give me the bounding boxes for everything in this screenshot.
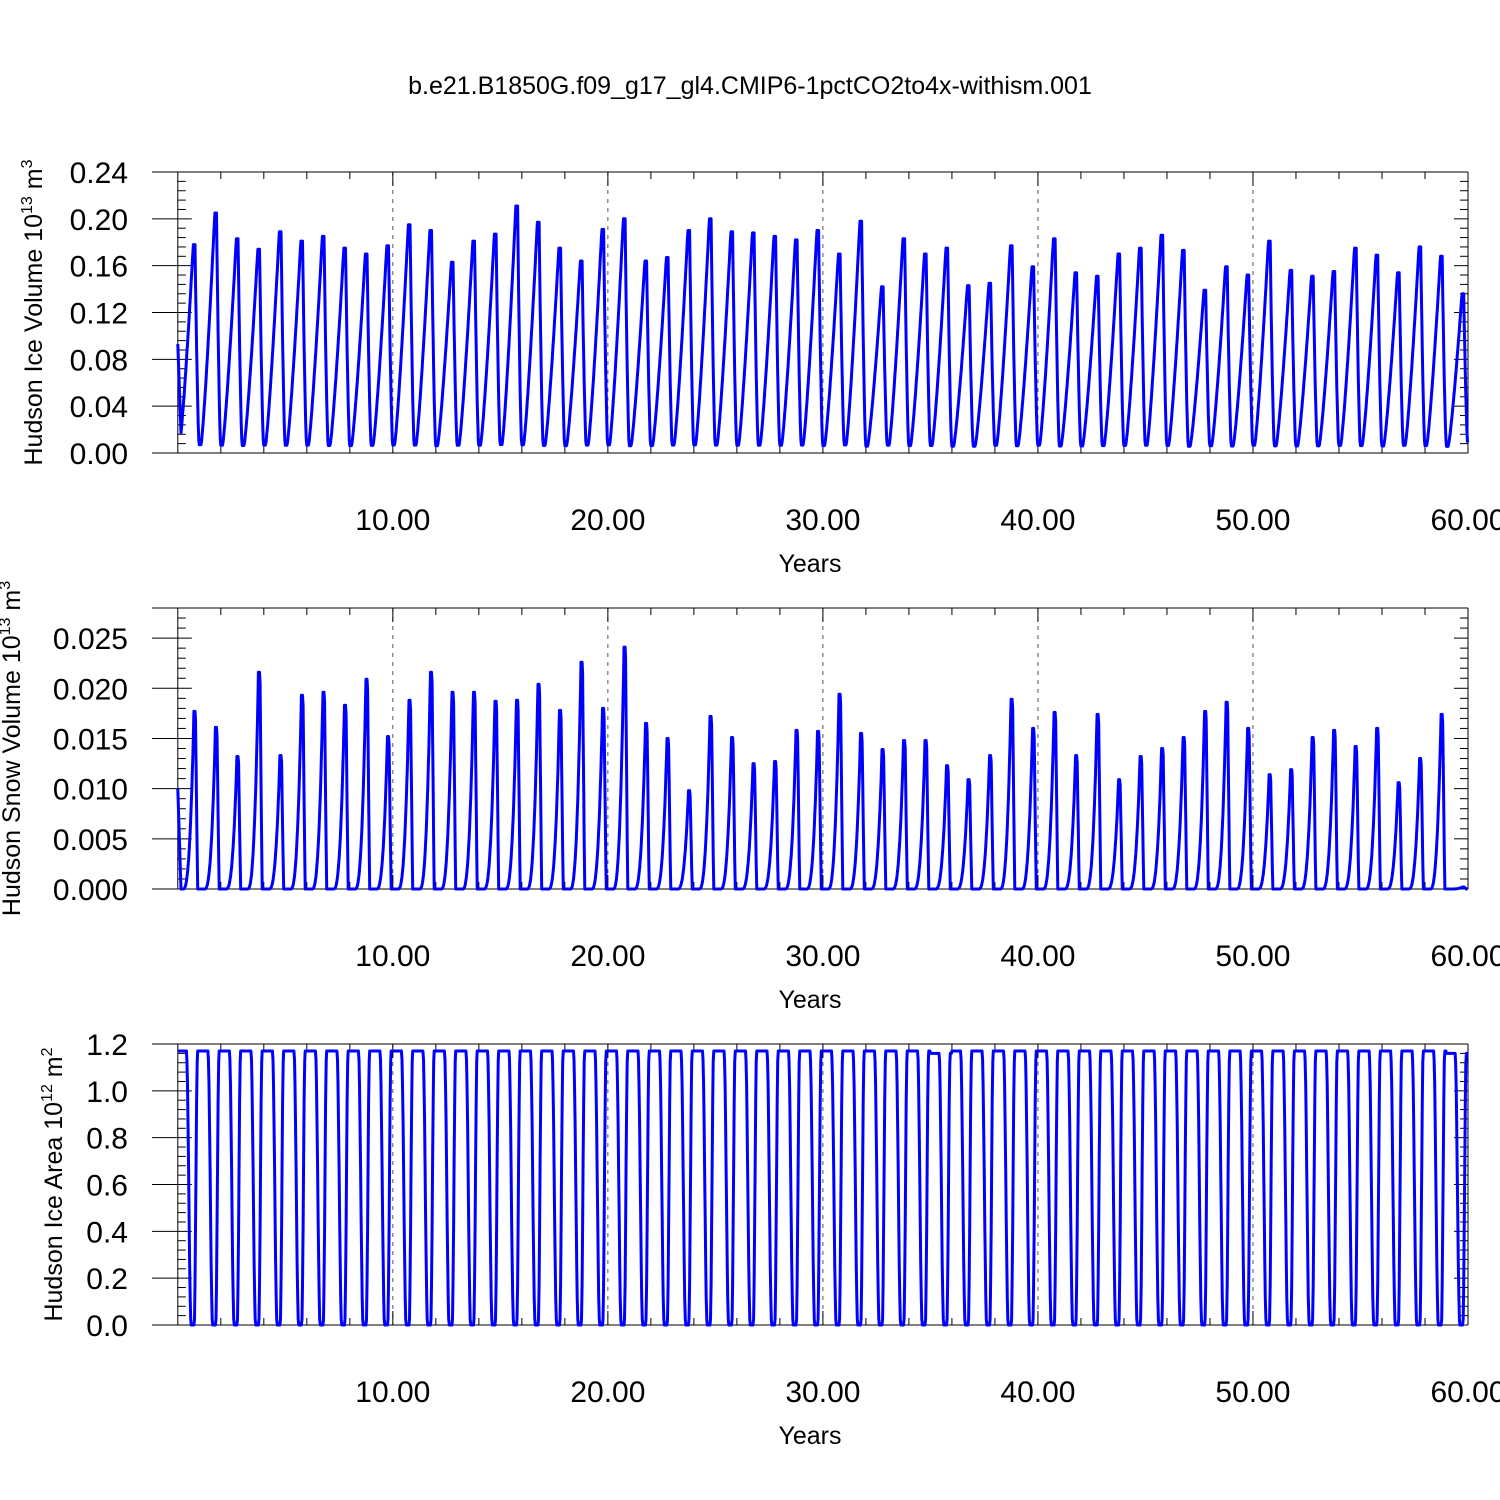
y-axis-label: Hudson Snow Volume 1013 m3 <box>0 581 26 916</box>
x-tick-label: 30.00 <box>785 1376 860 1409</box>
x-tick-label: 40.00 <box>1000 1376 1075 1409</box>
y-tick-label: 0.20 <box>70 204 128 237</box>
series-line <box>176 204 1469 448</box>
y-axis-label: Hudson Ice Area 1012 m2 <box>39 1047 68 1321</box>
y-tick-label: 0.015 <box>53 723 128 756</box>
y-tick-label: 1.2 <box>86 1029 128 1062</box>
y-tick-label: 0.2 <box>86 1263 128 1296</box>
y-tick-label: 0.8 <box>86 1123 128 1156</box>
x-tick-label: 50.00 <box>1215 504 1290 537</box>
x-tick-label: 50.00 <box>1215 1376 1290 1409</box>
series-line <box>176 645 1469 891</box>
y-tick-label: 0.12 <box>70 298 128 331</box>
y-tick-label: 0.04 <box>70 391 128 424</box>
y-axis-label: Hudson Ice Volume 1013 m3 <box>19 159 48 465</box>
x-tick-label: 10.00 <box>355 1376 430 1409</box>
y-tick-label: 0.08 <box>70 344 128 377</box>
x-tick-label: 60.00 <box>1430 1376 1500 1409</box>
figure-title: b.e21.B1850G.f09_g17_gl4.CMIP6-1pctCO2to… <box>408 72 1092 100</box>
x-tick-label: 60.00 <box>1430 940 1500 973</box>
x-tick-label: 60.00 <box>1430 504 1500 537</box>
chart-3: 10.00 20.00 30.00 40.00 50.00 60.00 0.0 0.2 0.4 0… <box>39 1029 1500 1450</box>
x-tick-label: 30.00 <box>785 940 860 973</box>
chart-2: 10.00 20.00 30.00 40.00 50.00 60.00 0.000 0.005… <box>0 581 1500 1014</box>
y-tick-label: 0.6 <box>86 1170 128 1203</box>
y-tick-label: 0.4 <box>86 1216 128 1249</box>
y-tick-label: 0.000 <box>53 874 128 907</box>
x-tick-label: 50.00 <box>1215 940 1290 973</box>
x-tick-label: 40.00 <box>1000 940 1075 973</box>
y-tick-label: 1.0 <box>86 1076 128 1109</box>
x-axis-label: Years <box>778 550 841 578</box>
y-tick-label: 0.16 <box>70 251 128 284</box>
y-tick-label: 0.020 <box>53 673 128 706</box>
x-tick-label: 20.00 <box>570 1376 645 1409</box>
series-line <box>177 1049 1469 1327</box>
x-tick-label: 10.00 <box>355 504 430 537</box>
chart-1: 10.00 20.00 30.00 40.00 50.00 60.00 0.00 0.04 0.… <box>19 157 1500 578</box>
y-tick-label: 0.005 <box>53 824 128 857</box>
x-tick-label: 20.00 <box>570 940 645 973</box>
y-tick-label: 0.025 <box>53 623 128 656</box>
x-tick-label: 30.00 <box>785 504 860 537</box>
x-tick-label: 10.00 <box>355 940 430 973</box>
y-tick-label: 0.24 <box>70 157 128 190</box>
y-tick-label: 0.010 <box>53 774 128 807</box>
x-tick-label: 20.00 <box>570 504 645 537</box>
x-axis-label: Years <box>778 986 841 1014</box>
x-axis-label: Years <box>778 1422 841 1450</box>
y-tick-label: 0.0 <box>86 1310 128 1343</box>
x-tick-label: 40.00 <box>1000 504 1075 537</box>
y-tick-label: 0.00 <box>70 438 128 471</box>
